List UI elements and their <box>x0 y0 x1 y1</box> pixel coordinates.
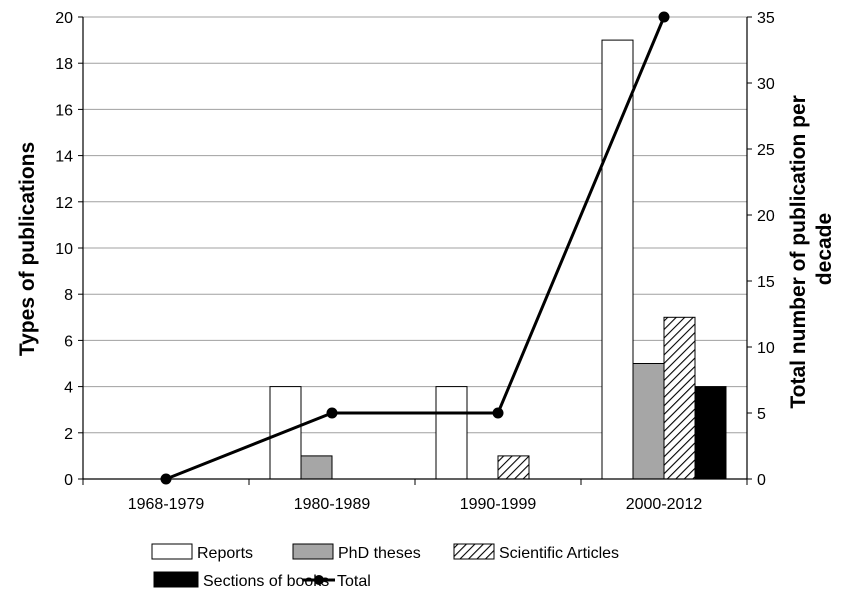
y-tick-label-18: 18 <box>55 56 73 73</box>
y2-tick-label-35: 35 <box>757 10 775 27</box>
legend-item-scientific-articles: Scientific Articles <box>453 543 619 562</box>
y-tick-label-0: 0 <box>64 472 73 489</box>
axes <box>78 16 752 485</box>
y-tick-label-12: 12 <box>55 195 73 212</box>
total-point-2000-2012 <box>658 11 670 23</box>
bar-phd-theses-1980-1989 <box>300 455 333 480</box>
y2-tick-label-20: 20 <box>757 208 775 225</box>
legend: Reports PhD theses Scientific Articles Sect… <box>151 543 619 590</box>
x-tick-label-2000-2012: 2000-2012 <box>626 496 703 513</box>
tick-labels: 0 2 4 6 8 10 12 14 16 18 20 0 5 10 15 20 25 30 35 1968-1979… <box>55 10 775 513</box>
x-tick-label-1990-1999: 1990-1999 <box>460 496 537 513</box>
y-tick-label-10: 10 <box>55 241 73 258</box>
legend-item-phd-theses: PhD theses <box>292 543 421 562</box>
legend-swatch-reports <box>151 543 193 560</box>
total-point-1980-1989 <box>326 407 338 419</box>
bar-scientific-articles-2000-2012 <box>663 316 696 480</box>
bar-scientific-articles-1990-1999 <box>497 455 530 480</box>
y2-tick-label-25: 25 <box>757 142 775 159</box>
bar-reports-1990-1999 <box>435 386 468 480</box>
y2-axis-title-line-1: Total number of publication per <box>787 95 810 408</box>
y-tick-label-14: 14 <box>55 149 73 166</box>
legend-swatch-phd-theses <box>292 543 334 560</box>
x-tick-label-1980-1989: 1980-1989 <box>294 496 371 513</box>
legend-item-sections-of-books: Sections of books <box>153 571 329 590</box>
legend-label-phd-theses: PhD theses <box>338 545 421 562</box>
legend-item-total: Total <box>303 573 371 590</box>
bar-phd-theses-2000-2012 <box>632 363 665 480</box>
y-tick-label-6: 6 <box>64 333 73 350</box>
y2-tick-label-5: 5 <box>757 406 766 423</box>
legend-label-total: Total <box>337 573 371 590</box>
legend-item-reports: Reports <box>151 543 253 562</box>
total-line <box>160 11 670 485</box>
y2-tick-label-0: 0 <box>757 472 766 489</box>
y-tick-label-2: 2 <box>64 426 73 443</box>
y2-tick-label-10: 10 <box>757 340 775 357</box>
legend-swatch-scientific-articles <box>453 543 495 560</box>
legend-marker-total <box>314 575 324 585</box>
legend-swatch-sections-of-books <box>153 571 199 588</box>
legend-label-reports: Reports <box>197 545 253 562</box>
y2-axis-title: Total number of publication per decade <box>787 89 836 408</box>
y-tick-label-20: 20 <box>55 10 73 27</box>
total-point-1990-1999 <box>492 407 504 419</box>
gridlines <box>83 16 747 434</box>
total-point-1968-1979 <box>160 473 172 485</box>
total-series-line <box>165 16 666 481</box>
x-tick-label-1968-1979: 1968-1979 <box>128 496 205 513</box>
y-tick-label-8: 8 <box>64 287 73 304</box>
bar-sections-of-books-2000-2012 <box>694 386 727 480</box>
bar-reports-2000-2012 <box>601 39 634 480</box>
legend-label-sections-of-books: Sections of books <box>203 573 329 590</box>
y-tick-label-4: 4 <box>64 380 73 397</box>
y2-axis-title-line-2: decade <box>813 213 836 285</box>
legend-label-scientific-articles: Scientific Articles <box>499 545 619 562</box>
y-tick-label-16: 16 <box>55 102 73 119</box>
y2-tick-label-30: 30 <box>757 76 775 93</box>
y-axis-title: Types of publications <box>16 142 39 356</box>
y2-tick-label-15: 15 <box>757 274 775 291</box>
